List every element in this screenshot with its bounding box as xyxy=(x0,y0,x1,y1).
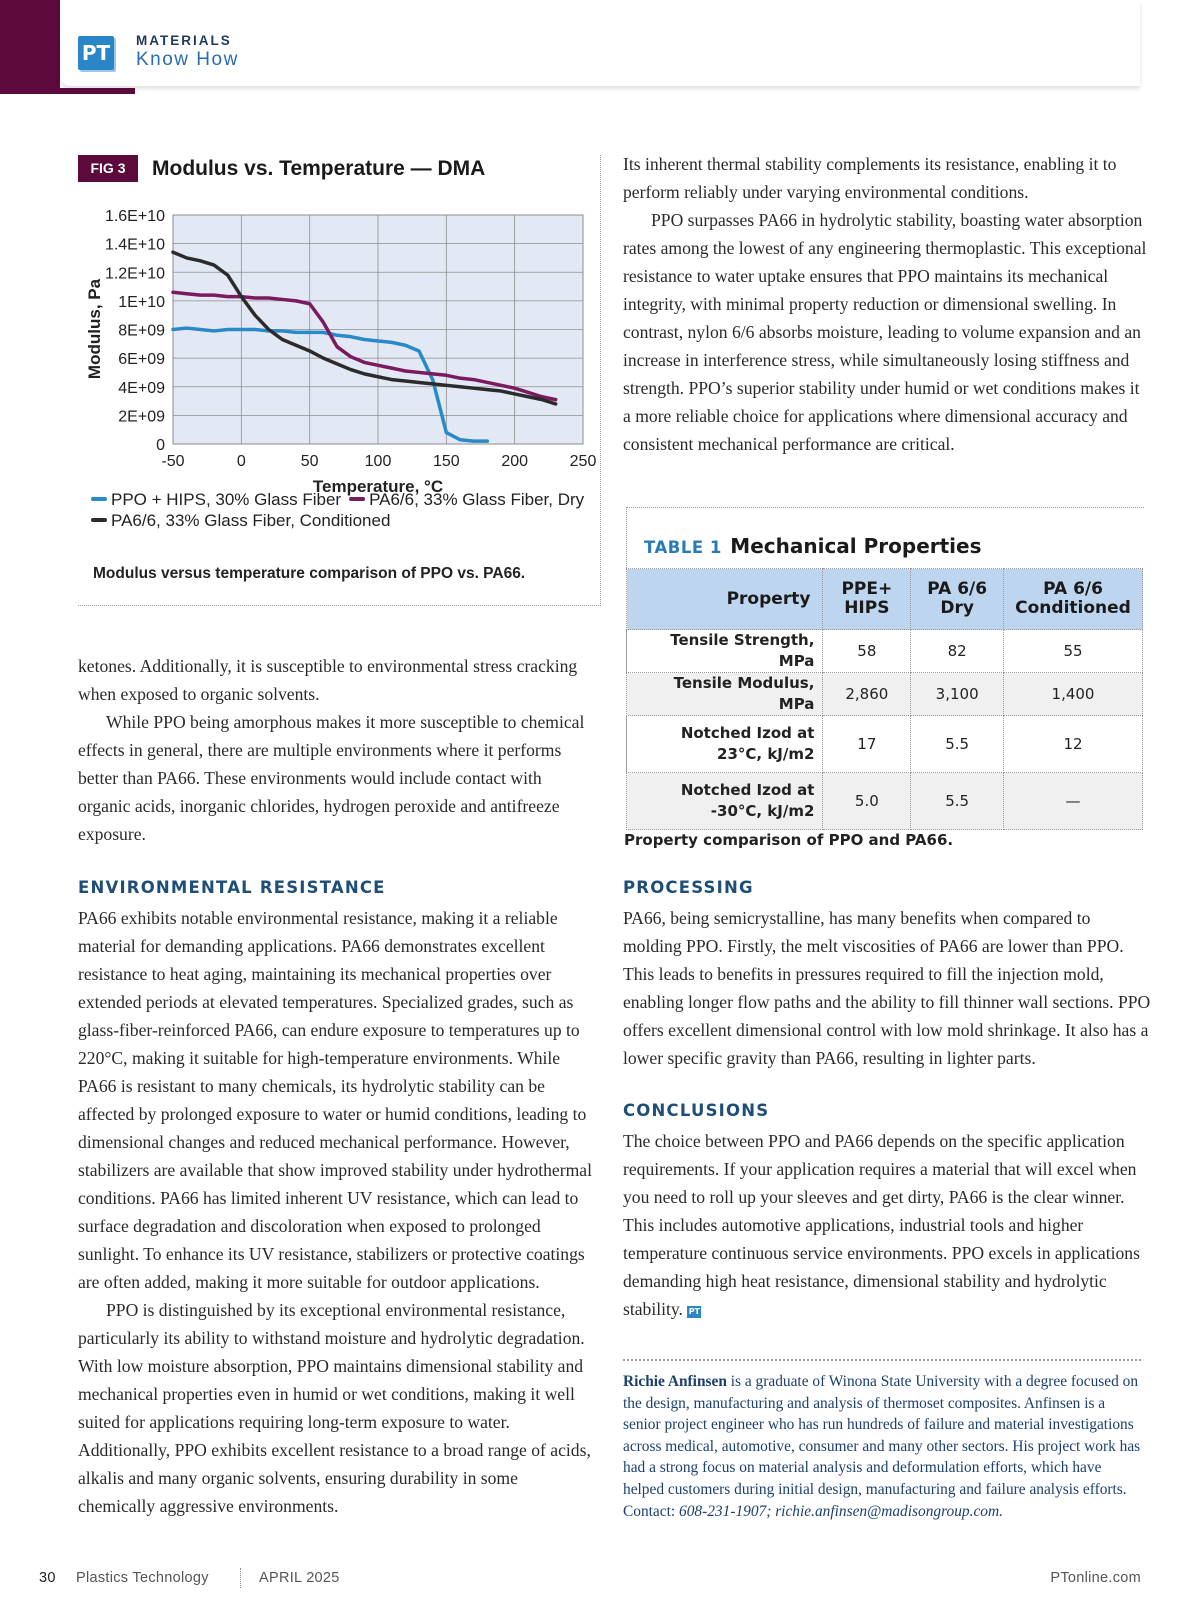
table-cell: 12 xyxy=(1003,715,1143,773)
paragraph-text: The choice between PPO and PA66 depends … xyxy=(623,1131,1140,1319)
table-title-row: TABLE 1 Mechanical Properties xyxy=(644,534,982,558)
right-intro: Its inherent thermal stability complemen… xyxy=(623,150,1151,458)
conclusions-body: The choice between PPO and PA66 depends … xyxy=(623,1127,1153,1323)
y-tick-label: 1E+10 xyxy=(118,294,165,311)
table-cell: 5.0 xyxy=(822,772,912,830)
left-intro: ketones. Additionally, it is susceptible… xyxy=(78,652,598,848)
figure-caption: Modulus versus temperature comparison of… xyxy=(93,565,525,582)
series-line xyxy=(171,250,558,406)
y-tick-label: 2E+09 xyxy=(118,408,165,425)
row-label: Notched Izod at -30°C, kJ/m2 xyxy=(625,772,824,830)
header-accent xyxy=(0,0,60,94)
figure-label: FIG 3 xyxy=(90,160,125,176)
row-label: Tensile Modulus, MPa xyxy=(625,672,824,716)
table-cell: 58 xyxy=(822,629,912,673)
chart-title: Modulus vs. Temperature — DMA xyxy=(152,157,485,180)
paragraph: PPO surpasses PA66 in hydrolytic stabili… xyxy=(623,210,1147,454)
section-subtitle: Know How xyxy=(136,49,239,70)
x-tick-label: 150 xyxy=(433,453,460,470)
y-tick-label: 0 xyxy=(156,437,165,454)
table-cell: 3,100 xyxy=(910,672,1005,716)
table-cell: 2,860 xyxy=(822,672,912,716)
table-cell: 82 xyxy=(910,629,1005,673)
figure-label-bg xyxy=(78,155,138,182)
bio-contact: 608-231-1907; richie.anfinsen@madisongro… xyxy=(679,1502,1003,1520)
table-cell: 55 xyxy=(1003,629,1143,673)
y-tick-label: 1.2E+10 xyxy=(105,265,165,282)
footer-separator xyxy=(240,1568,241,1588)
table-header-cell: PA 6/6 Dry xyxy=(910,568,1005,630)
table-header-cell: Property xyxy=(625,568,824,630)
series-line xyxy=(171,290,558,402)
x-tick-label: 0 xyxy=(237,453,246,470)
paragraph: ketones. Additionally, it is susceptible… xyxy=(78,656,578,704)
header-band xyxy=(60,0,1140,86)
legend-label: PA6/6, 33% Glass Fiber, Conditioned xyxy=(111,511,390,530)
table-header-cell: PPE+ HIPS xyxy=(822,568,912,630)
table: Property PPE+ HIPS PA 6/6 Dry PA 6/6 Condit… xyxy=(625,568,1143,830)
end-mark: PT xyxy=(687,1306,702,1318)
table-row: Notched Izod at -30°C, kJ/m2 5.0 5.5— xyxy=(625,772,1143,830)
y-tick-label: 8E+09 xyxy=(118,323,165,340)
figure-box xyxy=(78,155,601,606)
magazine-name: Plastics Technology xyxy=(76,1570,209,1586)
y-tick-label: 1.4E+10 xyxy=(105,237,165,254)
legend-label: PA6/6, 33% Glass Fiber, Dry xyxy=(369,490,585,509)
section-heading: PROCESSING xyxy=(623,878,754,897)
table-cell: — xyxy=(1003,772,1143,830)
y-tick-label: 4E+09 xyxy=(118,380,165,397)
row-label: Notched Izod at 23°C, kJ/m2 xyxy=(625,715,824,773)
processing-body: PA66, being semicrystalline, has many be… xyxy=(623,904,1153,1072)
section-heading: CONCLUSIONS xyxy=(623,1101,770,1120)
issue-date: APRIL 2025 xyxy=(259,1570,340,1586)
author-name: Richie Anfinsen xyxy=(623,1373,727,1390)
y-tick-label: 6E+09 xyxy=(118,351,165,368)
author-bio: Richie Anfinsen is a graduate of Winona … xyxy=(623,1371,1143,1522)
table-row: Tensile Strength, MPa 58 82 55 xyxy=(625,629,1143,673)
website: PTonline.com xyxy=(1050,1570,1141,1586)
paragraph: While PPO being amorphous makes it more … xyxy=(78,712,585,844)
header-underline xyxy=(60,88,135,94)
row-label: Tensile Strength, MPa xyxy=(625,629,824,673)
x-axis-label: Temperature, °C xyxy=(313,477,443,496)
section-label: MATERIALS xyxy=(136,33,232,48)
table-header-row: Property PPE+ HIPS PA 6/6 Dry PA 6/6 Condit… xyxy=(625,568,1143,630)
table-cell: 5.5 xyxy=(910,772,1005,830)
table-cell: 5.5 xyxy=(910,715,1005,773)
x-tick-label: 200 xyxy=(501,453,528,470)
bio-rule xyxy=(623,1359,1141,1361)
left-body: PA66 exhibits notable environmental resi… xyxy=(78,904,598,1520)
bio-text: is a graduate of Winona State University… xyxy=(623,1373,1141,1520)
table-row: Notched Izod at 23°C, kJ/m2 17 5.5 12 xyxy=(625,715,1143,773)
table-caption: Property comparison of PPO and PA66. xyxy=(624,831,954,849)
table-header-cell: PA 6/6 Conditioned xyxy=(1003,568,1143,630)
paragraph: Its inherent thermal stability complemen… xyxy=(623,154,1117,202)
paragraph: PA66, being semicrystalline, has many be… xyxy=(623,908,1151,1068)
paragraph: PPO is distinguished by its exceptional … xyxy=(78,1300,591,1516)
page-number: 30 xyxy=(39,1570,56,1586)
paragraph: PA66 exhibits notable environmental resi… xyxy=(78,908,592,1292)
y-axis-label: Modulus, Pa xyxy=(85,278,104,379)
table-label: TABLE 1 xyxy=(644,538,722,557)
y-tick-label: 1.6E+10 xyxy=(105,208,165,225)
table-cell: 1,400 xyxy=(1003,672,1143,716)
table-row: Tensile Modulus, MPa 2,860 3,100 1,400 xyxy=(625,672,1143,716)
x-tick-label: 250 xyxy=(570,453,597,470)
section-heading: ENVIRONMENTAL RESISTANCE xyxy=(78,878,386,897)
x-tick-label: 50 xyxy=(301,453,319,470)
legend-label: PPO + HIPS, 30% Glass Fiber xyxy=(111,490,341,509)
x-tick-label: -50 xyxy=(161,453,184,470)
logo: PT xyxy=(78,36,114,70)
table-cell: 17 xyxy=(822,715,912,773)
paragraph: The choice between PPO and PA66 depends … xyxy=(623,1127,1153,1323)
table-title: Mechanical Properties xyxy=(730,534,982,558)
chart: FIG 3 Modulus vs. Temperature — DMA Modu… xyxy=(78,155,597,582)
x-tick-label: 100 xyxy=(365,453,392,470)
